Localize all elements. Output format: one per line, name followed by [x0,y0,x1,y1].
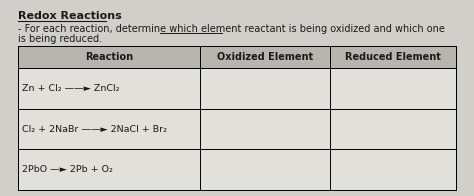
Bar [18,46,456,68]
Bar [18,68,456,190]
Text: Oxidized Element: Oxidized Element [217,52,313,62]
Text: 2PbO —► 2Pb + O₂: 2PbO —► 2Pb + O₂ [22,165,113,174]
Text: Zn + Cl₂ ——► ZnCl₂: Zn + Cl₂ ——► ZnCl₂ [22,84,119,93]
Text: Reaction: Reaction [85,52,133,62]
Text: - For each reaction, determine which element reactant is being oxidized and whic: - For each reaction, determine which ele… [18,24,445,34]
Text: Cl₂ + 2NaBr ——► 2NaCl + Br₂: Cl₂ + 2NaBr ——► 2NaCl + Br₂ [22,124,167,133]
Text: Redox Reactions: Redox Reactions [18,11,122,21]
Text: Reduced Element: Reduced Element [345,52,441,62]
Text: is being reduced.: is being reduced. [18,34,102,44]
